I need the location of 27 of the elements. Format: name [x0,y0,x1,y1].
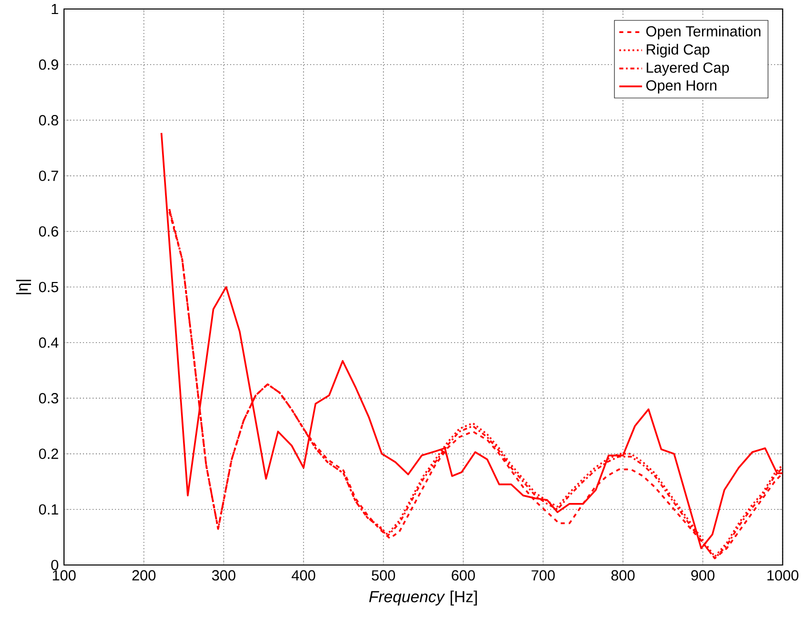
y-tick-label: 0.2 [39,448,58,459]
y-tick-label: 1 [52,4,58,14]
x-axis-title: Frequency [Hz] [369,590,477,606]
y-tick-label: 0.1 [39,504,58,515]
y-tick-label: 0.4 [39,337,58,348]
legend-label: Layered Cap [646,62,729,76]
legend-label: Rigid Cap [646,44,710,58]
x-tick-label: 500 [372,570,396,581]
y-axis-title: |η| [16,280,32,294]
y-tick-label: 0.3 [39,393,58,404]
legend-label: Open Horn [646,80,716,94]
x-tick-label: 1000 [767,570,798,581]
y-tick-label: 0.8 [39,115,58,126]
x-tick-label: 100 [52,570,76,581]
x-tick-label: 700 [532,570,555,581]
y-tick-label: 0.7 [39,170,58,181]
x-tick-label: 200 [132,570,156,581]
y-tick-label: 0 [51,560,58,570]
x-tick-label: 900 [691,570,714,581]
y-tick-label: 0.9 [39,59,58,70]
legend-label: Open Termination [646,26,760,40]
y-tick-label: 0.5 [39,282,58,292]
x-tick-label: 800 [611,570,635,581]
x-tick-label: 400 [292,570,316,581]
y-tick-label: 0.6 [39,226,58,237]
x-tick-label: 600 [452,570,475,581]
x-tick-label: 300 [212,570,236,581]
